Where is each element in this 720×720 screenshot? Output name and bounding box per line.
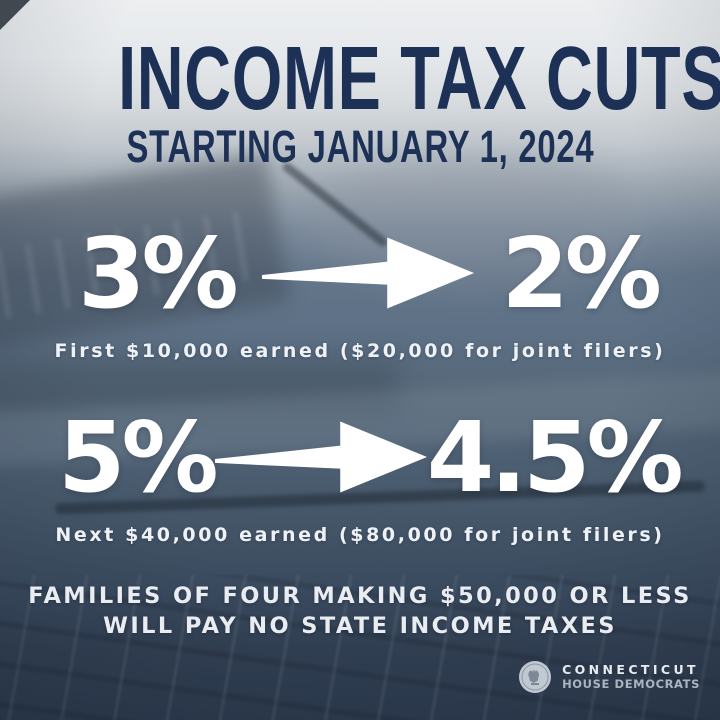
connecticut-seal-icon xyxy=(519,661,552,693)
poster-title: INCOME TAX CUTS xyxy=(118,29,720,129)
subheader: STARTING JANUARY 1, 2024 xyxy=(0,124,720,169)
branding-org-name: CONNECTICUT xyxy=(562,662,699,678)
rate-caption-second-bracket: Next $40,000 earned ($80,000 for joint f… xyxy=(55,524,665,546)
old-rate-value: 3% xyxy=(78,216,239,330)
footnote-line-2: WILL PAY NO STATE INCOME TAXES xyxy=(103,612,617,639)
old-rate-value: 5% xyxy=(58,400,219,514)
right-arrow-icon xyxy=(262,237,474,309)
rate-row-first-bracket: 3% 2% xyxy=(0,218,720,328)
branding-org-subname: HOUSE DEMOCRATS xyxy=(562,676,700,691)
photo-corner-artifact xyxy=(0,0,30,30)
rate-caption-first-bracket: First $10,000 earned ($20,000 for joint … xyxy=(54,340,666,362)
new-rate-value: 4.5% xyxy=(426,400,684,514)
new-rate-value: 2% xyxy=(501,216,662,330)
footnote-line-1: FAMILIES OF FOUR MAKING $50,000 OR LESS xyxy=(28,583,692,609)
rate-row-second-bracket: 5% 4.5% xyxy=(0,402,720,512)
branding-block: CONNECTICUT HOUSE DEMOCRATS xyxy=(518,660,700,694)
header: INCOME TAX CUTS xyxy=(0,34,720,124)
footnote-text: FAMILIES OF FOUR MAKING $50,000 OR LESS … xyxy=(0,582,720,641)
right-arrow-icon xyxy=(214,421,427,493)
branding-text: CONNECTICUT HOUSE DEMOCRATS xyxy=(562,662,700,691)
poster-subtitle: STARTING JANUARY 1, 2024 xyxy=(126,121,594,172)
